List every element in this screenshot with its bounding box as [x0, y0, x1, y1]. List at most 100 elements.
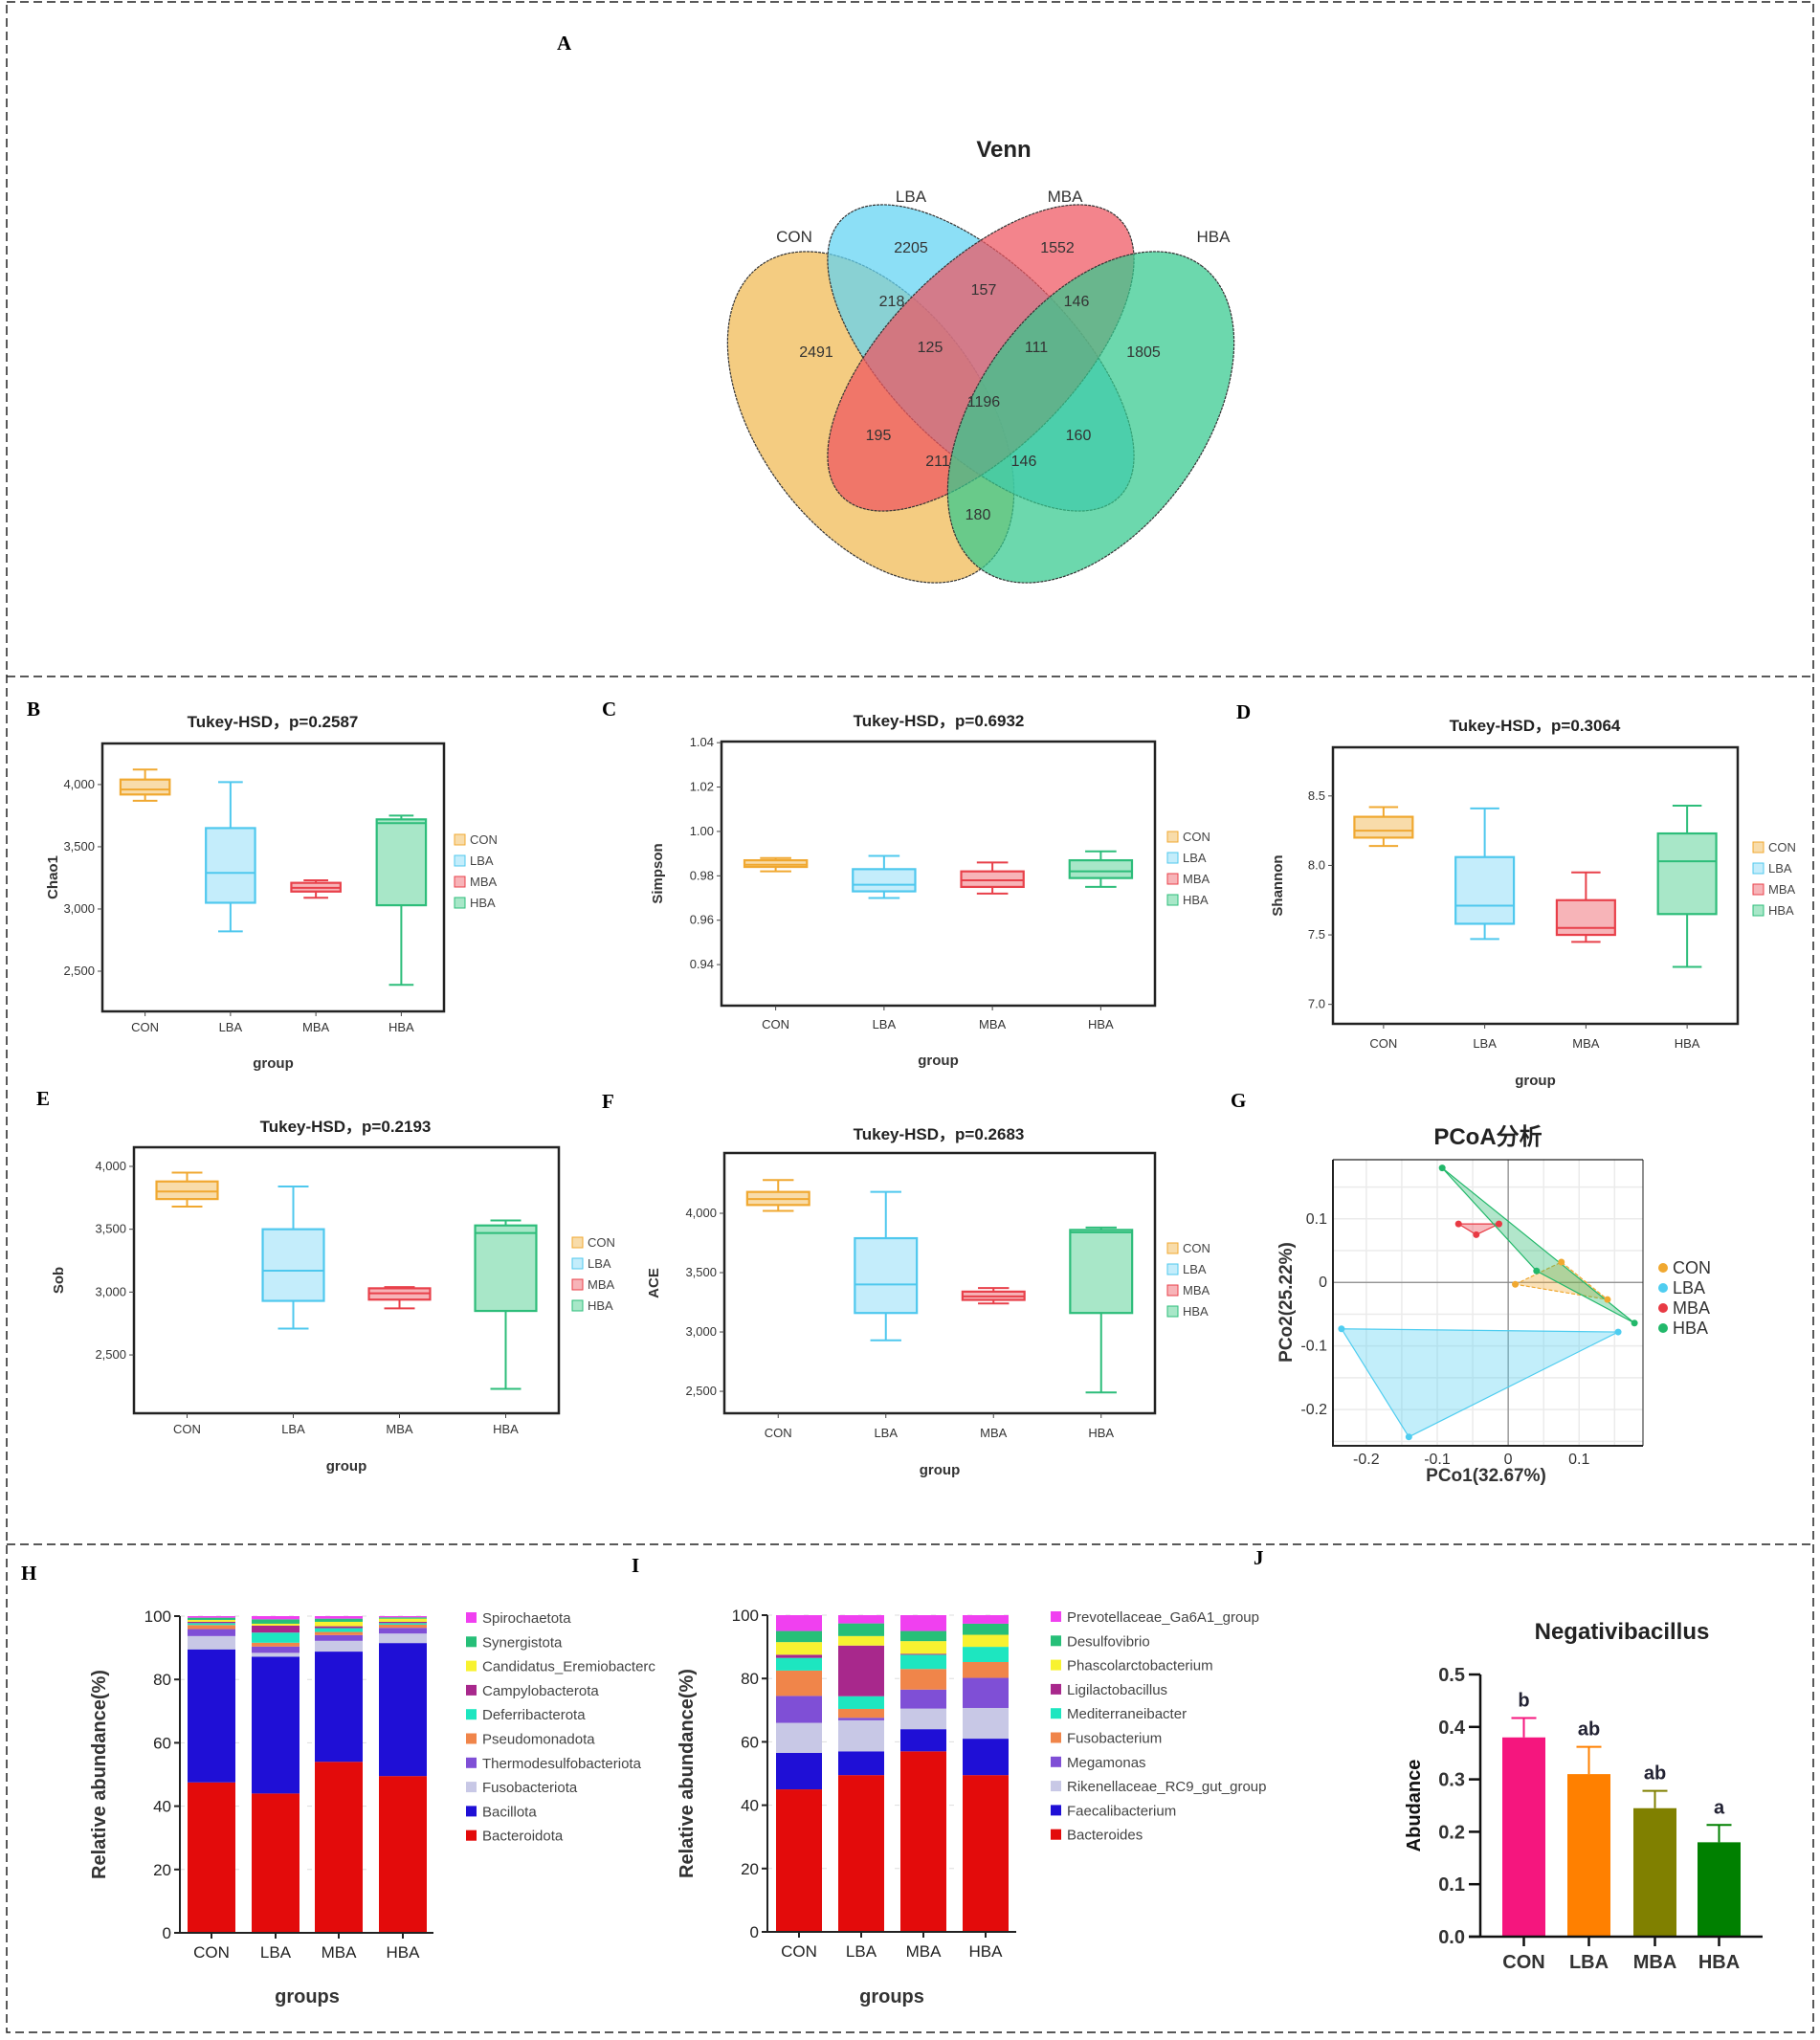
legend-dot	[1658, 1303, 1668, 1313]
x-tick-label: MBA	[979, 1017, 1007, 1031]
bar-segment-fusobacterium	[963, 1661, 1009, 1678]
y-tick-label: 3,000	[685, 1324, 717, 1339]
bar-segment-mediterraneibacter	[838, 1696, 884, 1709]
bar-segment-deferribacterota	[252, 1632, 300, 1643]
bar-segment-mediterraneibacter	[776, 1657, 822, 1671]
panel-labels: A B C D E F G H I J	[21, 32, 1264, 1585]
y-tick-label: 0.94	[690, 957, 714, 971]
bar-segment-desulfovibrio	[963, 1623, 1009, 1635]
legend-label: HBA	[588, 1298, 613, 1313]
bar-segment-bacteroidota	[188, 1782, 235, 1933]
bar-segment-campylobacterota	[315, 1626, 363, 1629]
panel-label-h: H	[21, 1562, 36, 1585]
y-tick-label: 3,500	[685, 1265, 717, 1279]
legend-label: Pseudomonadota	[482, 1732, 595, 1748]
y-tick-label: 0	[1319, 1275, 1327, 1291]
bar-segment-megamonas	[900, 1689, 946, 1709]
hull-hba	[1441, 1167, 1635, 1324]
box-lba	[854, 1236, 919, 1315]
y-tick-label: 7.5	[1308, 927, 1325, 942]
bar-segment-bacteroides	[838, 1775, 884, 1932]
venn-set-label: CON	[776, 228, 812, 246]
venn-region-count: 160	[1066, 428, 1092, 444]
bar-segment-campylobacterota	[379, 1621, 427, 1624]
legend-swatch	[1166, 873, 1179, 885]
legend-label: Bacteroidota	[482, 1829, 564, 1845]
x-tick-label: LBA	[1569, 1952, 1609, 1973]
bar-lba	[1567, 1774, 1610, 1937]
x-tick-label: MBA	[980, 1426, 1008, 1440]
x-axis-label: group	[918, 1053, 959, 1069]
y-tick-label: 0.5	[1438, 1665, 1465, 1686]
y-tick-label: 7.0	[1308, 997, 1325, 1011]
legend-swatch	[1752, 883, 1765, 896]
bar-segment-fusobacteriota	[252, 1652, 300, 1657]
x-tick-label: HBA	[1088, 1017, 1114, 1031]
venn-region-count: 125	[918, 340, 943, 356]
bar-segment-candidatus_eremiobacterc	[188, 1619, 235, 1622]
boxplot-title: Tukey-HSD，p=0.3064	[1450, 717, 1621, 735]
x-tick-label: HBA	[387, 1943, 421, 1962]
y-axis-label: Shannon	[1270, 854, 1286, 916]
bar-segment-bacteroides	[963, 1775, 1009, 1932]
legend-label: Candidatus_Eremiobacterc	[482, 1659, 655, 1675]
venn-set-label: LBA	[896, 188, 927, 206]
venn-set-label: MBA	[1048, 188, 1084, 206]
venn-region-count: 180	[965, 507, 991, 523]
legend-label: HBA	[1183, 1304, 1209, 1319]
stacked-bar-chart-7: 0 20 40 60 80 100 CON LBA MBA HBA Relative abundan…	[89, 1608, 655, 2007]
x-tick-label: LBA	[281, 1422, 305, 1436]
x-tick-label: LBA	[874, 1426, 898, 1440]
legend-label: LBA	[1673, 1278, 1705, 1297]
legend-swatch	[466, 1636, 477, 1648]
legend-label: Faecalibacterium	[1067, 1803, 1176, 1819]
significance-letter: ab	[1644, 1763, 1666, 1785]
legend-swatch	[1752, 841, 1765, 854]
bar-segment-campylobacterota	[252, 1625, 300, 1633]
legend-swatch	[571, 1236, 584, 1249]
bar-segment-prevotellaceae_ga6a1_group	[900, 1615, 946, 1631]
bar-segment-bacillota	[188, 1649, 235, 1783]
point-lba	[1614, 1328, 1622, 1336]
bar-segment-bacteroides	[900, 1751, 946, 1932]
legend-label: LBA	[1183, 1262, 1207, 1276]
bar-segment-pseudomonadota	[379, 1624, 427, 1629]
legend-label: Fusobacteriota	[482, 1780, 578, 1796]
bar-segment-campylobacterota	[188, 1621, 235, 1624]
stacked-bar-chart-8: 0 20 40 60 80 100 CON LBA MBA HBA Relative abundan…	[677, 1607, 1266, 2007]
box-con	[119, 778, 171, 796]
x-tick-label: -0.1	[1424, 1452, 1451, 1468]
bar-segment-prevotellaceae_ga6a1_group	[838, 1615, 884, 1624]
bar-segment-fusobacterium	[838, 1708, 884, 1718]
y-tick-label: 80	[153, 1671, 171, 1689]
box-con	[743, 858, 809, 869]
y-tick-label: 40	[153, 1798, 171, 1816]
y-tick-label: 8.5	[1308, 788, 1325, 803]
y-tick-label: 3,500	[63, 839, 95, 854]
legend-swatch	[1752, 904, 1765, 917]
legend-swatch	[466, 1733, 477, 1744]
x-axis-label: group	[920, 1462, 961, 1478]
venn-region-count: 218	[879, 294, 905, 310]
x-tick-label: HBA	[388, 1020, 414, 1034]
legend-label: Bacteroides	[1067, 1828, 1143, 1844]
x-tick-label: MBA	[302, 1020, 330, 1034]
y-tick-label: 0.1	[1306, 1211, 1327, 1228]
bar-segment-mediterraneibacter	[963, 1647, 1009, 1662]
y-tick-label: 0.1	[1438, 1874, 1465, 1896]
boxplot-chart-3: Tukey-HSD，p=0.3064 7.0 7.5 8.0 8.5 Shannon CON…	[1270, 717, 1796, 1089]
axes	[1332, 1160, 1643, 1447]
legend-label: LBA	[1768, 861, 1792, 876]
x-axis-label: group	[1515, 1073, 1556, 1089]
bar-segment-phascolarctobacterium	[776, 1642, 822, 1655]
legend-swatch	[466, 1806, 477, 1817]
x-axis-label: PCo1(32.67%)	[1426, 1466, 1546, 1486]
legend-label: HBA	[1673, 1319, 1708, 1338]
bar-segment-thermodesulfobacteriota	[188, 1629, 235, 1636]
y-tick-label: 8.0	[1308, 857, 1325, 872]
legend-swatch	[1166, 894, 1179, 906]
venn-region-count: 211	[925, 454, 950, 470]
legend-swatch	[1051, 1611, 1061, 1622]
y-tick-label: 3,500	[95, 1222, 126, 1236]
